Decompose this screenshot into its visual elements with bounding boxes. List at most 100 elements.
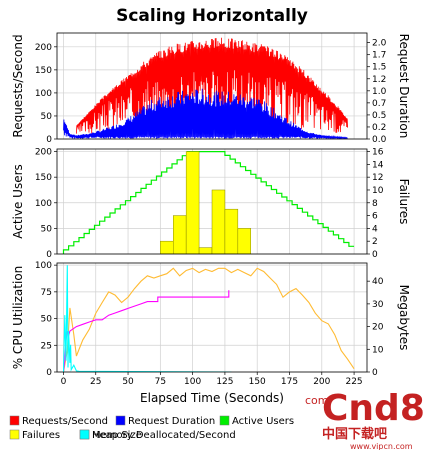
y-tick-left: 0: [46, 135, 52, 145]
y-tick-right: 12: [372, 173, 383, 183]
legend-label: Heap Size: [92, 430, 142, 441]
y-tick-right: 30: [372, 300, 384, 310]
x-tick: 150: [249, 377, 266, 387]
x-tick: 125: [216, 377, 233, 387]
y-tick-right: 0: [372, 368, 378, 378]
legend-item: Requests/Second: [9, 415, 108, 427]
y-tick-left: 100: [35, 261, 52, 271]
failure-bar: [237, 228, 251, 254]
y-tick-left: 100: [35, 199, 52, 209]
y-label-left: % CPU Utilization: [11, 266, 25, 370]
x-tick: 25: [90, 377, 101, 387]
x-tick: 175: [281, 377, 298, 387]
y-tick-right: 8: [372, 199, 378, 209]
y-tick-left: 50: [41, 112, 53, 122]
failure-bar: [224, 208, 239, 254]
y-label-left: Active Users: [11, 164, 25, 239]
x-tick: 50: [122, 377, 134, 387]
plot-frame: [56, 32, 368, 140]
x-axis-label: Elapsed Time (Seconds): [140, 391, 284, 405]
y-tick-left: 150: [35, 66, 52, 76]
watermark-brand: Cnd8: [322, 388, 425, 429]
y-tick-right: 1.7: [372, 51, 386, 61]
failure-bar: [160, 240, 174, 254]
series--cpu-utilization: [62, 267, 355, 372]
y-label-left: Requests/Second: [11, 34, 25, 137]
panel-users: 0 50 100 150 200 0 2 4 6 8 10 12 14 16 Active Users Fai…: [11, 148, 411, 260]
y-tick-right: 10: [372, 186, 384, 196]
y-tick-right: 16: [372, 148, 384, 158]
legend-label: Failures: [22, 430, 60, 441]
plot-series-cpu: [62, 265, 355, 372]
chart-panels: 0501001502000.00.20.50.71.01.21.51.72.0R…: [11, 32, 411, 387]
panel-requests: 0 50 100 150 200 0.0 0.2 0.5 0.7 1.0 1.2 1.5 1.7 2.0 R…: [11, 32, 411, 145]
legend-label: Memory Deallocated/Second: [92, 430, 236, 441]
y-tick-left: 50: [41, 315, 53, 325]
legend-swatch: [219, 415, 230, 426]
y-label-right: Failures: [397, 179, 411, 225]
y-tick-left: 200: [35, 43, 52, 53]
failure-bar: [185, 151, 200, 254]
y-tick-right: 1.2: [372, 75, 386, 85]
y-tick-right: 0.5: [372, 111, 386, 121]
x-tick: 0: [61, 377, 67, 387]
panel-cpu: 0 25 50 75 100 0 10 20 30 40 % CPU Utilization Mega…: [11, 261, 411, 387]
plot-area-cpu: [57, 263, 367, 372]
y-tick-right: 20: [372, 323, 384, 333]
y-tick-left: 0: [46, 368, 52, 378]
legend-label: Request Duration: [128, 416, 215, 427]
y-tick-left: 50: [41, 224, 53, 234]
legend-swatch: [9, 429, 20, 440]
watermark-site: www.vipcn.com: [350, 442, 413, 450]
watermark-brand-small: com: [305, 394, 329, 407]
failure-bar: [173, 215, 187, 254]
y-tick-right: 14: [372, 160, 384, 170]
y-tick-right: 0.7: [372, 99, 386, 109]
legend: Requests/Second Request Duration Active Us…: [9, 415, 294, 441]
y-tick-right: 4: [372, 224, 378, 234]
x-tick: 100: [184, 377, 201, 387]
y-label-right: Megabytes: [397, 285, 411, 351]
series-requests-second: [76, 37, 348, 134]
x-tick: 75: [155, 377, 166, 387]
legend-item: Request Duration: [115, 415, 215, 427]
series-request-duration: [63, 88, 348, 139]
x-tick: 225: [345, 377, 362, 387]
legend-swatch: [9, 415, 20, 426]
y-tick-right: 0.0: [372, 135, 387, 145]
y-label-right: Request Duration: [397, 34, 411, 139]
plot-series-requests: [63, 37, 348, 139]
plot-series-users: [62, 151, 355, 254]
y-tick-left: 0: [46, 250, 52, 260]
x-tick: 200: [313, 377, 330, 387]
legend-item: Active Users: [219, 415, 294, 427]
series-active-users: [62, 151, 355, 254]
watermark-chinese: 中国下载吧: [322, 426, 387, 442]
y-tick-left: 100: [35, 89, 52, 99]
y-tick-right: 2: [372, 237, 378, 247]
y-tick-left: 200: [35, 148, 52, 158]
watermark-logo: Cnd8 com 中国下载吧 www.vipcn.com: [305, 388, 425, 450]
y-tick-left: 75: [41, 288, 52, 298]
legend-label: Requests/Second: [22, 416, 108, 427]
y-tick-right: 1.5: [372, 63, 386, 73]
legend-swatch: [79, 429, 90, 440]
y-tick-right: 0: [372, 250, 378, 260]
plot-frame: [56, 262, 368, 373]
y-tick-left: 25: [41, 341, 52, 351]
plot-frame: [56, 148, 368, 255]
y-tick-right: 6: [372, 212, 378, 222]
legend-swatch: [115, 415, 126, 426]
failure-bar: [211, 189, 226, 254]
y-tick-right: 10: [372, 345, 384, 355]
y-tick-right: 0.2: [372, 123, 386, 133]
legend-item: Memory Deallocated/Second: [79, 429, 236, 441]
y-tick-right: 40: [372, 277, 384, 287]
legend-label: Active Users: [232, 416, 294, 427]
legend-item: Failures: [9, 429, 60, 441]
chart-title: Scaling Horizontally: [116, 6, 308, 26]
series-memory-deallocated-second: [62, 265, 232, 372]
failure-bar: [198, 247, 213, 254]
y-tick-left: 150: [35, 173, 52, 183]
